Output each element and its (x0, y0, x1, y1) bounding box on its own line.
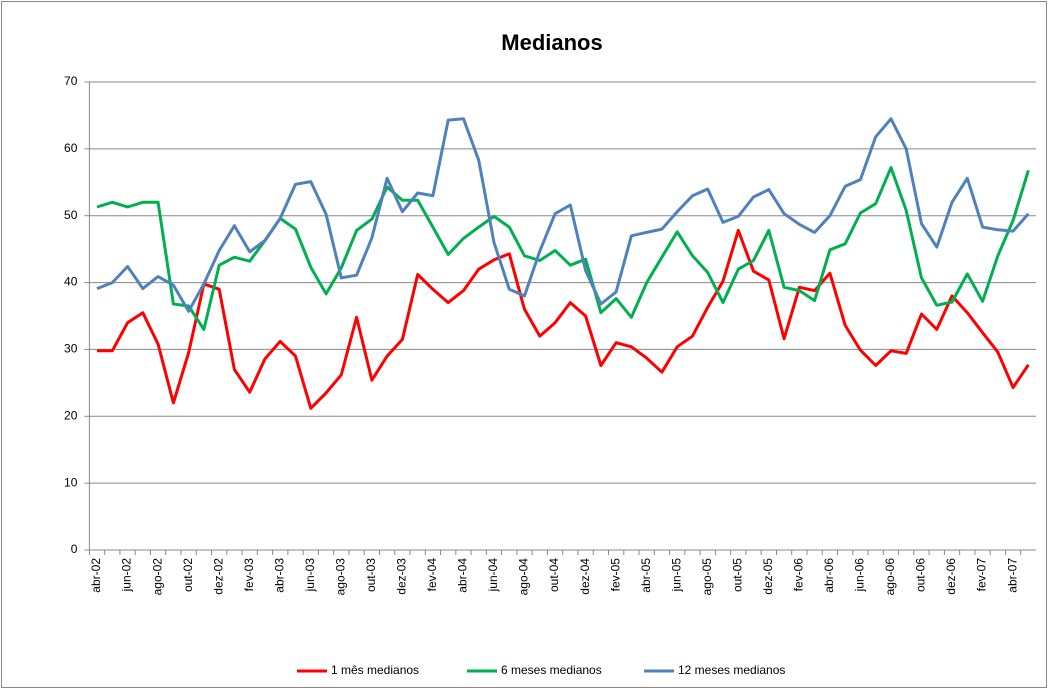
x-tick-label: out-04 (547, 558, 561, 592)
y-tick-label: 50 (64, 208, 78, 222)
x-tick-label: out-02 (181, 558, 195, 592)
x-tick-label: out-03 (364, 558, 378, 592)
legend-label: 12 meses medianos (678, 663, 785, 677)
x-tick-label: fev-05 (608, 558, 622, 592)
x-tick-label: dez-04 (578, 558, 592, 595)
x-tick-label: ago-06 (883, 558, 897, 596)
x-tick-label: fev-03 (242, 558, 256, 592)
y-tick-label: 40 (64, 275, 78, 289)
x-tick-label: jun-05 (669, 558, 683, 593)
x-tick-label: jun-06 (853, 558, 867, 593)
x-tick-label: abr-04 (456, 558, 470, 593)
x-tick-label: fev-06 (792, 558, 806, 592)
y-tick-label: 60 (64, 141, 78, 155)
x-tick-label: ago-04 (517, 558, 531, 596)
x-tick-label: out-05 (730, 558, 744, 592)
y-tick-label: 20 (64, 408, 78, 422)
legend-label: 6 meses medianos (501, 663, 602, 677)
x-tick-label: jun-04 (486, 558, 500, 593)
series-line (96, 166, 1030, 331)
y-tick-label: 70 (64, 74, 78, 88)
x-tick-label: out-06 (914, 558, 928, 592)
x-tick-label: jun-02 (120, 558, 134, 593)
x-tick-label: ago-02 (150, 558, 164, 596)
x-tick-label: dez-06 (944, 558, 958, 595)
series-line (96, 117, 1030, 313)
x-tick-label: abr-06 (822, 558, 836, 593)
x-tick-label: fev-04 (425, 558, 439, 592)
x-tick-label: dez-05 (761, 558, 775, 595)
x-tick-label: jun-03 (303, 558, 317, 593)
y-tick-label: 10 (64, 475, 78, 489)
y-tick-label: 0 (71, 542, 78, 556)
chart-title: Medianos (501, 30, 602, 55)
x-tick-label: ago-03 (333, 558, 347, 596)
x-tick-label: abr-02 (89, 558, 103, 593)
x-tick-label: ago-05 (700, 558, 714, 596)
series-line (97, 228, 1030, 410)
x-tick-label: abr-05 (639, 558, 653, 593)
x-tick-label: dez-02 (211, 558, 225, 595)
legend-label: 1 mês medianos (331, 663, 419, 677)
x-tick-label: fev-07 (975, 558, 989, 592)
x-tick-label: dez-03 (395, 558, 409, 595)
x-tick-label: abr-03 (272, 558, 286, 593)
y-tick-label: 30 (64, 342, 78, 356)
x-tick-label: abr-07 (1005, 558, 1019, 593)
